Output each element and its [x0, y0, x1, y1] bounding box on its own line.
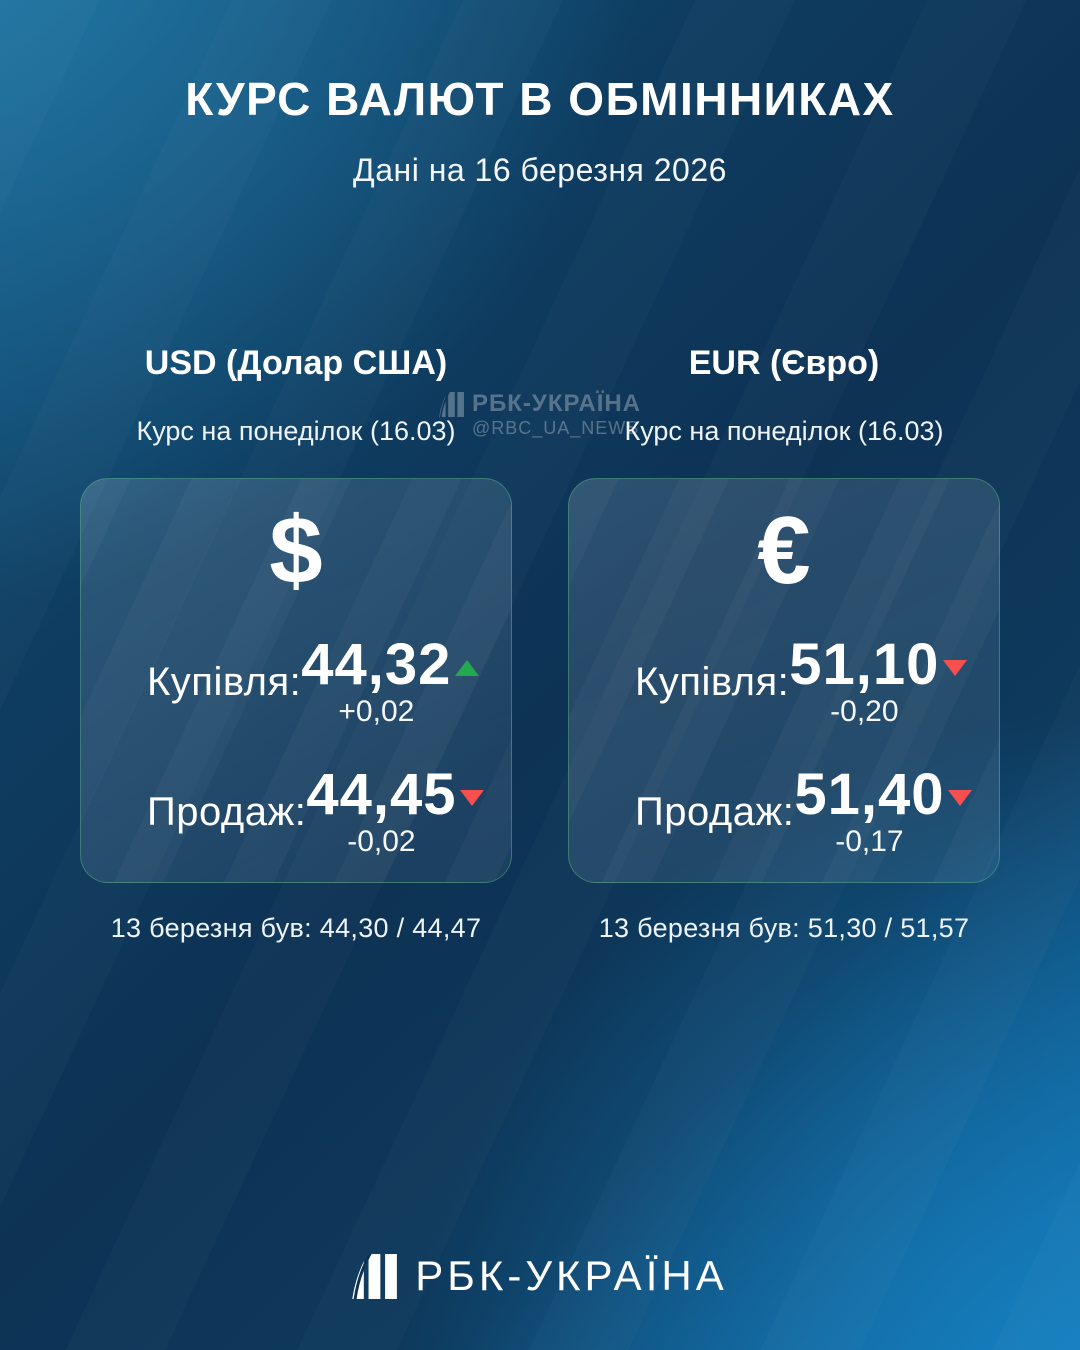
- usd-buy-delta: +0,02: [338, 695, 415, 728]
- eur-buy-value: 51,10: [789, 632, 940, 697]
- eur-sell-value-block: 51,40 -0,17: [794, 765, 944, 859]
- footer-brand: РБК-УКРАЇНА: [415, 1252, 728, 1299]
- eur-rate-note: Курс на понеділок (16.03): [624, 416, 944, 446]
- eur-buy-value-block: 51,10 -0,20: [789, 635, 939, 729]
- usd-sell-value-block: 44,45 -0,02: [306, 765, 456, 859]
- sell-label: Продаж:: [635, 789, 795, 834]
- rbc-logo-icon: [352, 1253, 398, 1299]
- trend-up-icon: [455, 660, 480, 676]
- buy-label: Купівля:: [147, 659, 302, 704]
- page-title: КУРС ВАЛЮТ В ОБМІННИКАХ: [185, 73, 895, 125]
- page-subtitle: Дані на 16 березня 2026: [353, 152, 727, 188]
- usd-buy-row: Купівля: 44,32 +0,02: [81, 635, 511, 729]
- eur-column: EUR (Євро) Курс на понеділок (16.03) € К…: [568, 342, 1000, 944]
- sell-label: Продаж:: [147, 789, 307, 834]
- usd-sell-row: Продаж: 44,45 -0,02: [81, 765, 511, 859]
- trend-down-icon: [943, 660, 968, 676]
- trend-down-icon: [948, 790, 973, 806]
- usd-sell-delta: -0,02: [347, 825, 416, 858]
- usd-buy-value-block: 44,32 +0,02: [301, 635, 451, 729]
- eur-rate-card: € Купівля: 51,10 -0,20 Продаж: 51,40 -0,…: [568, 478, 1000, 883]
- eur-sell-value: 51,40: [794, 762, 945, 827]
- eur-buy-row: Купівля: 51,10 -0,20: [569, 635, 999, 729]
- eur-sell-delta: -0,17: [835, 825, 904, 858]
- header: КУРС ВАЛЮТ В ОБМІННИКАХ Дані на 16 берез…: [0, 72, 1080, 189]
- currency-columns: USD (Долар США) Курс на понеділок (16.03…: [80, 342, 1000, 944]
- usd-column: USD (Долар США) Курс на понеділок (16.03…: [80, 342, 512, 944]
- usd-history: 13 березня був: 44,30 / 44,47: [110, 913, 482, 943]
- eur-sell-row: Продаж: 51,40 -0,17: [569, 765, 999, 859]
- eur-history: 13 березня був: 51,30 / 51,57: [598, 913, 970, 943]
- usd-rate-note: Курс на понеділок (16.03): [136, 416, 456, 446]
- usd-buy-value: 44,32: [301, 632, 452, 697]
- trend-down-icon: [460, 790, 485, 806]
- buy-label: Купівля:: [635, 659, 790, 704]
- footer-logo: РБК-УКРАЇНА: [0, 1252, 1080, 1300]
- eur-buy-delta: -0,20: [830, 695, 899, 728]
- dollar-symbol: $: [269, 497, 323, 604]
- usd-column-title: USD (Долар США): [144, 344, 448, 382]
- usd-sell-value: 44,45: [306, 762, 457, 827]
- eur-column-title: EUR (Євро): [688, 344, 880, 382]
- usd-rate-card: $ Купівля: 44,32 +0,02 Продаж: 44,45 -0,…: [80, 478, 512, 883]
- euro-symbol: €: [757, 497, 811, 604]
